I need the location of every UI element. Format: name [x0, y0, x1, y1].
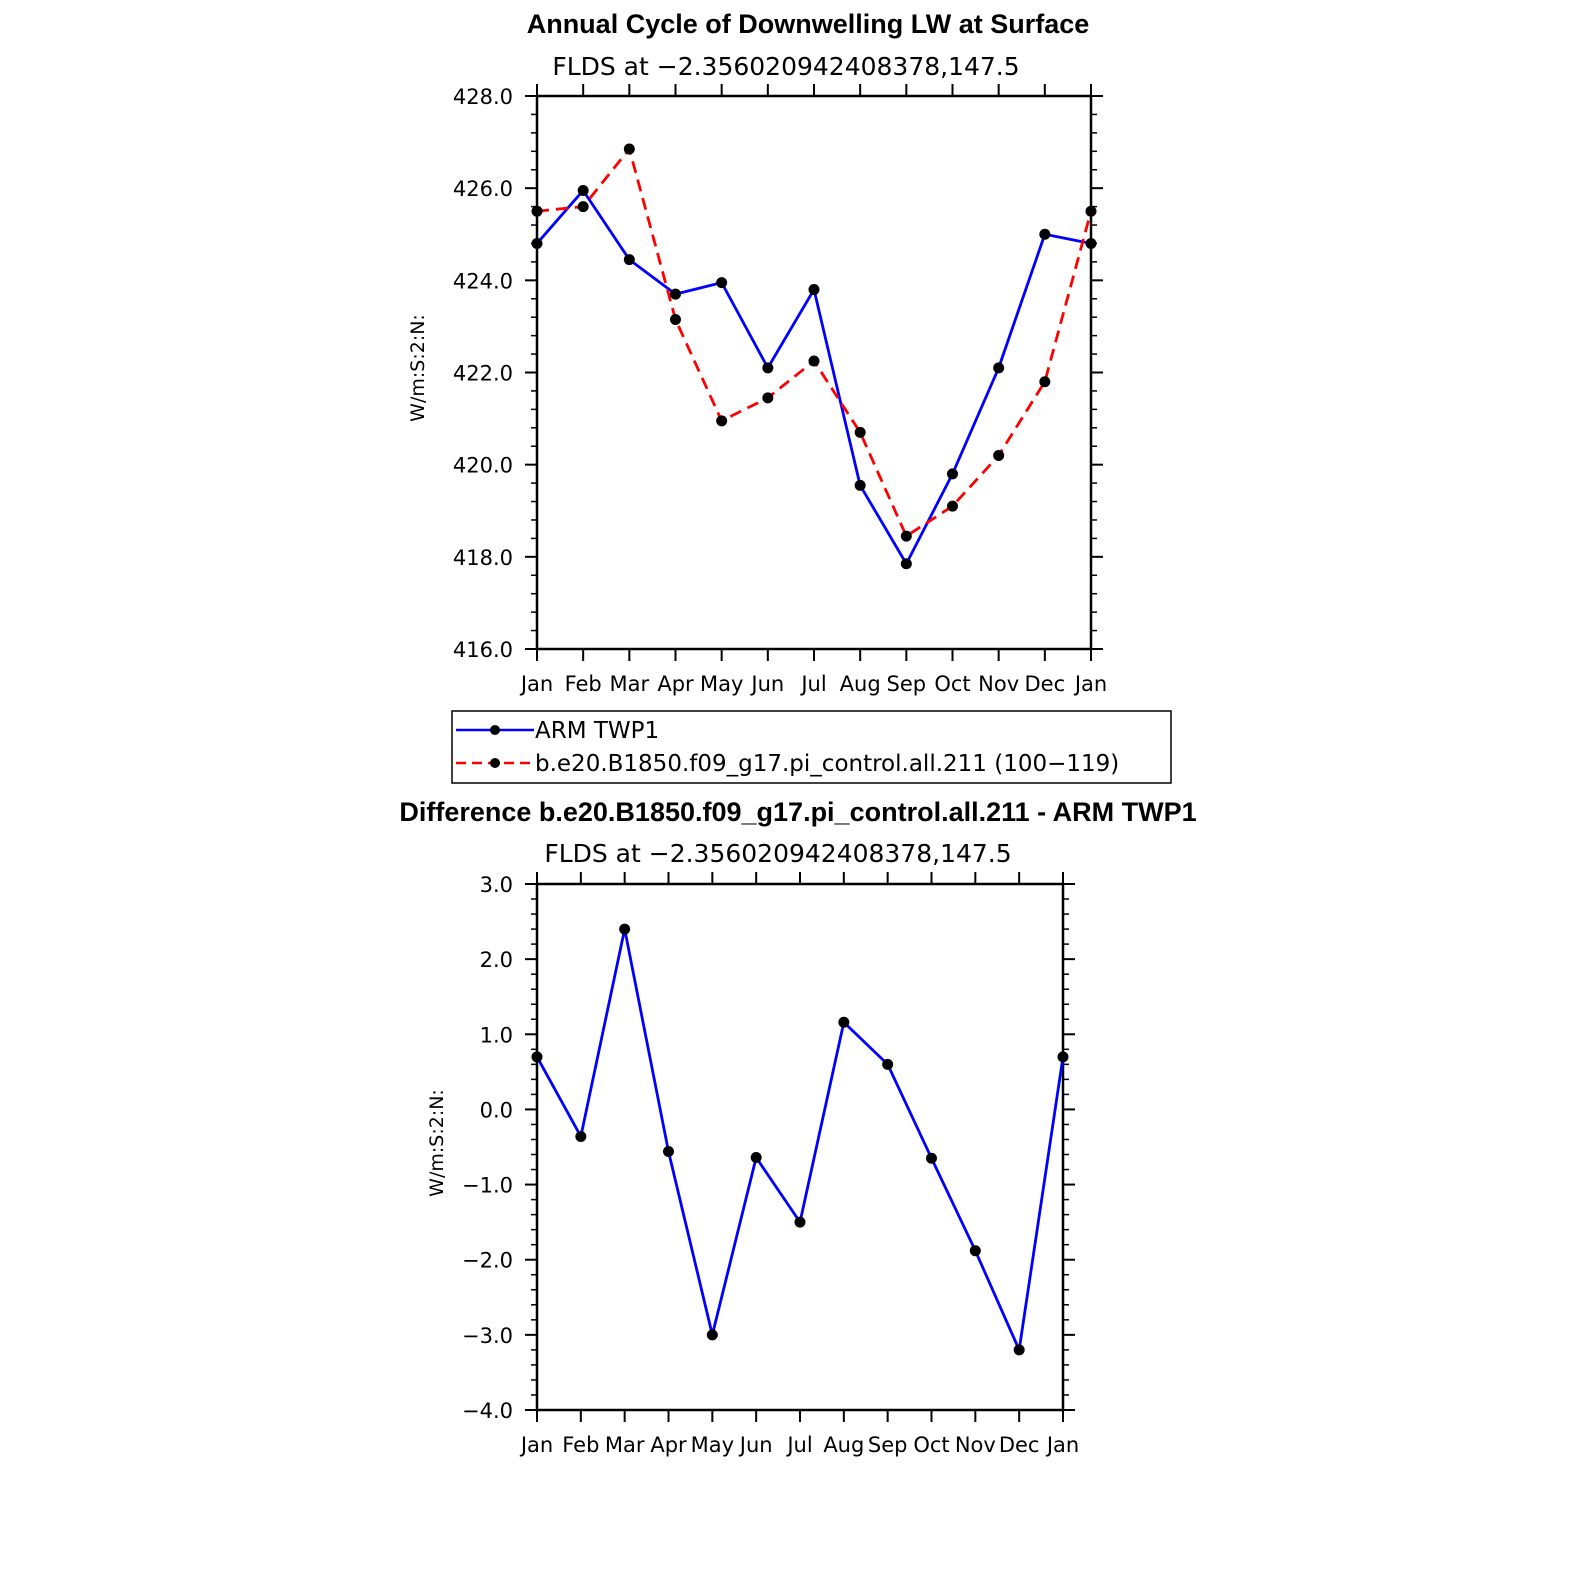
annual-cycle-chart: Annual Cycle of Downwelling LW at Surfac…	[407, 9, 1107, 696]
data-point-0	[1057, 1051, 1069, 1063]
series-line-0	[535, 927, 1065, 1352]
x-tick-label: Nov	[978, 672, 1019, 696]
y-tick-label: 422.0	[453, 362, 513, 386]
x-tick-label: Jul	[799, 672, 826, 696]
plot-frame	[535, 882, 1065, 1412]
y-tick-label: 424.0	[453, 269, 513, 293]
data-point-0	[623, 254, 635, 266]
x-tick-label: Apr	[650, 1433, 687, 1457]
legend-marker-arm	[490, 725, 500, 735]
x-tick-label: Aug	[823, 1433, 864, 1457]
x-tick-label: Jan	[1073, 672, 1107, 696]
data-point-0	[1039, 228, 1051, 240]
legend-label-model: b.e20.B1850.f09_g17.pi_control.all.211 (…	[535, 751, 1119, 777]
x-tick-label: Jan	[519, 672, 553, 696]
data-point-0	[531, 1051, 543, 1063]
x-tick-label: Mar	[610, 672, 650, 696]
legend: ARM TWP1 b.e20.B1850.f09_g17.pi_control.…	[451, 710, 1172, 784]
data-point-0	[762, 362, 774, 374]
chart-subtitle: FLDS at −2.356020942408378,147.5	[552, 52, 1019, 81]
data-point-0	[670, 288, 681, 300]
data-point-1	[623, 143, 635, 155]
data-point-0	[575, 1130, 587, 1142]
chart-title: Annual Cycle of Downwelling LW at Surfac…	[527, 9, 1090, 39]
data-point-0	[838, 1016, 850, 1028]
legend-label-arm: ARM TWP1	[535, 718, 659, 744]
x-tick-label: Apr	[657, 672, 694, 696]
data-point-0	[993, 362, 1005, 374]
x-tick-label: Jun	[738, 1433, 773, 1457]
x-tick-label: Sep	[887, 672, 927, 696]
y-tick-label: 3.0	[480, 873, 513, 897]
data-point-0	[926, 1152, 937, 1164]
series-line-0	[535, 189, 1092, 566]
x-tick-label: May	[691, 1433, 734, 1457]
data-point-0	[794, 1216, 806, 1228]
difference-chart: Difference b.e20.B1850.f09_g17.pi_contro…	[399, 797, 1196, 1457]
y-tick-label: −4.0	[462, 1399, 513, 1423]
x-tick-label: Feb	[562, 1433, 599, 1457]
data-point-0	[577, 184, 589, 196]
x-tick-label: Oct	[913, 1433, 949, 1457]
y-tick-label: −1.0	[462, 1174, 513, 1198]
y-tick-label: 420.0	[453, 454, 513, 478]
data-point-0	[947, 468, 958, 480]
x-tick-label: May	[700, 672, 743, 696]
legend-marker-model	[490, 758, 500, 768]
data-point-0	[1013, 1344, 1025, 1356]
y-tick-label: 426.0	[453, 177, 513, 201]
y-tick-label: −3.0	[462, 1324, 513, 1348]
x-tick-label: Dec	[1025, 672, 1066, 696]
x-tick-label: Feb	[565, 672, 602, 696]
data-point-0	[750, 1152, 762, 1164]
x-tick-label: Jul	[785, 1433, 812, 1457]
y-tick-label: 416.0	[453, 638, 513, 662]
x-tick-label: Aug	[840, 672, 881, 696]
chart-title: Difference b.e20.B1850.f09_g17.pi_contro…	[399, 797, 1196, 827]
data-point-0	[808, 284, 820, 296]
data-point-1	[762, 392, 774, 404]
data-point-0	[854, 479, 866, 491]
y-tick-label: 1.0	[480, 1023, 513, 1047]
y-tick-label: 2.0	[480, 948, 513, 972]
y-tick-label: −2.0	[462, 1249, 513, 1273]
data-point-0	[706, 1329, 718, 1341]
x-tick-label: Oct	[934, 672, 970, 696]
x-tick-label: Jan	[519, 1433, 553, 1457]
data-point-0	[882, 1058, 894, 1070]
y-axis-label: W/m:S:2:N:	[407, 314, 429, 422]
data-point-0	[619, 923, 631, 935]
x-tick-label: Jun	[749, 672, 784, 696]
data-point-0	[531, 237, 543, 249]
data-point-1	[854, 426, 866, 438]
data-point-1	[531, 205, 543, 217]
data-point-1	[900, 530, 912, 542]
y-tick-label: 428.0	[453, 85, 513, 109]
x-tick-label: Dec	[999, 1433, 1040, 1457]
x-tick-label: Sep	[868, 1433, 908, 1457]
data-point-1	[716, 415, 728, 427]
data-point-1	[670, 314, 681, 326]
data-point-0	[663, 1146, 674, 1158]
x-tick-label: Nov	[955, 1433, 996, 1457]
y-axis-label: W/m:S:2:N:	[426, 1089, 448, 1197]
data-point-1	[947, 500, 958, 512]
data-point-0	[900, 558, 912, 570]
x-tick-label: Jan	[1045, 1433, 1079, 1457]
legend-box	[451, 710, 1172, 784]
data-point-1	[577, 201, 589, 213]
data-point-1	[1085, 205, 1097, 217]
chart-subtitle: FLDS at −2.356020942408378,147.5	[544, 839, 1011, 868]
data-point-0	[969, 1245, 981, 1257]
y-tick-label: 418.0	[453, 546, 513, 570]
data-point-1	[993, 449, 1005, 461]
plot-frame	[535, 94, 1093, 651]
data-point-1	[1039, 376, 1051, 388]
data-point-1	[808, 355, 820, 367]
data-point-0	[1085, 237, 1097, 249]
y-tick-label: 0.0	[480, 1098, 513, 1122]
x-tick-label: Mar	[605, 1433, 645, 1457]
data-point-0	[716, 277, 728, 289]
